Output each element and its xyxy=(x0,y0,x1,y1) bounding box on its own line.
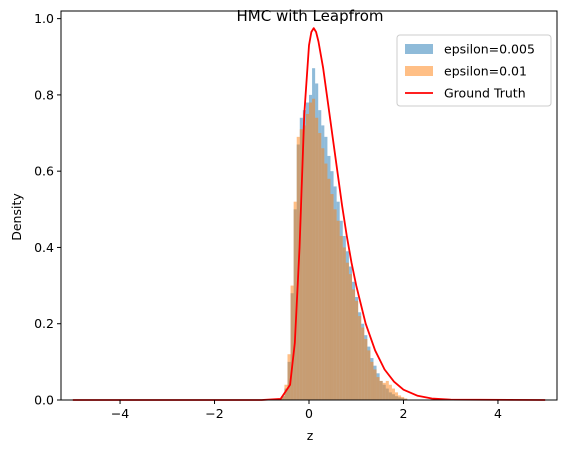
histogram-bar xyxy=(318,133,322,400)
plot-area xyxy=(72,27,546,401)
x-axis-label: z xyxy=(307,428,314,443)
histogram-bar xyxy=(373,369,377,400)
histogram-bar xyxy=(330,194,334,400)
x-tick-label: 2 xyxy=(399,406,407,421)
legend-label: Ground Truth xyxy=(444,86,526,101)
histogram-bar xyxy=(302,125,306,400)
histogram-bar xyxy=(394,392,399,400)
histogram-bar xyxy=(327,178,331,400)
histogram-bar xyxy=(342,247,346,400)
histogram-bar xyxy=(370,361,374,400)
x-tick-label: 0 xyxy=(305,406,313,421)
histogram-bar xyxy=(333,209,337,400)
ground-truth-line xyxy=(72,27,546,401)
histogram-bar xyxy=(379,380,383,400)
legend-swatch xyxy=(405,66,433,76)
histogram-bar xyxy=(358,316,362,400)
histogram-bar xyxy=(321,148,325,400)
histogram-bar xyxy=(290,285,294,400)
y-axis: 0.0 0.2 0.4 0.6 0.8 1.0 xyxy=(34,11,61,408)
histogram-bar xyxy=(376,377,380,400)
histogram-bar xyxy=(361,327,365,400)
legend: epsilon=0.005 epsilon=0.01 Ground Truth xyxy=(396,34,552,107)
histogram-bar xyxy=(309,102,313,400)
y-axis-label: Density xyxy=(9,193,24,241)
histogram-bar xyxy=(391,388,395,400)
histogram-bar xyxy=(401,396,405,400)
histogram-bar xyxy=(351,289,356,400)
histogram-bar xyxy=(299,129,303,400)
histogram-bar xyxy=(312,98,316,400)
histogram-bar xyxy=(281,396,285,400)
histogram-bar xyxy=(398,395,402,400)
histogram-bar xyxy=(305,113,309,401)
x-tick-label: 4 xyxy=(494,406,502,421)
histogram-bar xyxy=(388,384,392,400)
y-tick-label: 0.4 xyxy=(34,240,54,255)
legend-swatch xyxy=(405,44,433,54)
histogram-bar xyxy=(404,398,408,400)
histogram-bar xyxy=(367,350,371,400)
legend-label: epsilon=0.005 xyxy=(444,42,535,57)
x-tick-label: −2 xyxy=(205,406,223,421)
y-tick-label: 0.8 xyxy=(34,87,54,102)
histogram-bar xyxy=(339,236,343,400)
y-tick-label: 0.2 xyxy=(34,316,54,331)
histogram-bar xyxy=(345,262,349,400)
y-tick-label: 1.0 xyxy=(34,11,54,26)
histogram-bar xyxy=(364,338,368,400)
legend-label: epsilon=0.01 xyxy=(444,64,527,79)
histogram-bar xyxy=(287,354,291,400)
histogram-bar xyxy=(348,274,352,400)
chart-title: HMC with Leapfrom xyxy=(237,7,384,25)
histogram-bar xyxy=(324,163,328,400)
histogram-bar xyxy=(336,220,340,400)
x-axis: −4 −2 0 2 4 xyxy=(111,400,502,421)
histogram-bar xyxy=(382,382,386,400)
x-tick-label: −4 xyxy=(111,406,129,421)
histogram-bar xyxy=(355,300,359,400)
histogram-bar xyxy=(385,380,389,400)
histogram-bar xyxy=(293,201,297,400)
histogram-epsilon=0.01 xyxy=(281,98,408,401)
legend-box xyxy=(396,34,552,107)
y-tick-label: 0.0 xyxy=(34,393,54,408)
histogram-bar xyxy=(315,117,319,401)
y-tick-label: 0.6 xyxy=(34,164,54,179)
